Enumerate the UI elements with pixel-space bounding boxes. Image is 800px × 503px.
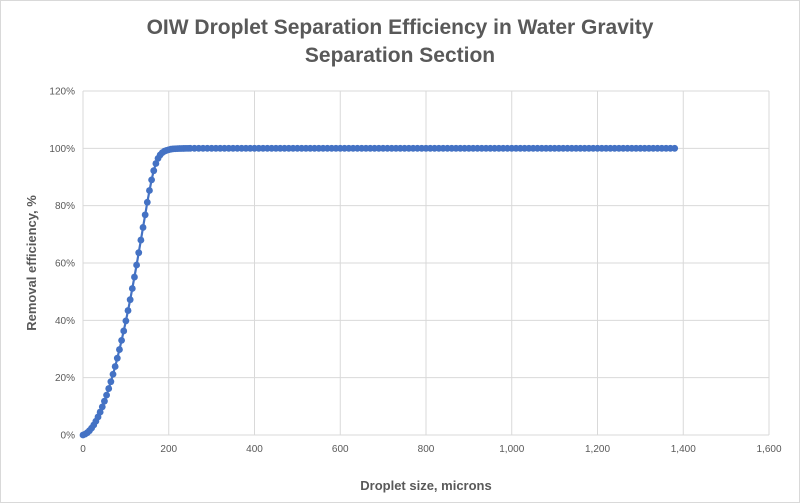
- data-point: [146, 187, 153, 194]
- y-tick-label: 0%: [61, 431, 76, 442]
- data-point: [141, 211, 149, 219]
- tick-labels: 0% 20% 40% 60% 80% 100% 120% 0 200 400 600 800 1,000…: [49, 87, 782, 456]
- x-tick-label: 1,600: [756, 444, 781, 455]
- data-point: [116, 346, 123, 353]
- data-point: [152, 160, 160, 167]
- data-point: [126, 296, 134, 304]
- data-point: [143, 198, 151, 206]
- chart-title-line-1: OIW Droplet Separation Efficiency in Wat…: [146, 16, 654, 39]
- data-point: [103, 391, 110, 399]
- data-point: [133, 261, 140, 269]
- x-tick-label: 1,200: [585, 444, 610, 455]
- x-tick-label: 1,400: [671, 444, 696, 455]
- y-tick-label: 20%: [55, 373, 75, 384]
- y-tick-label: 40%: [55, 316, 75, 327]
- x-tick-label: 800: [418, 444, 435, 455]
- y-tick-label: 100%: [49, 144, 75, 155]
- data-point: [111, 363, 119, 370]
- data-point: [101, 397, 108, 405]
- x-tick-label: 600: [332, 444, 349, 455]
- data-point: [148, 176, 156, 184]
- data-point: [131, 273, 138, 281]
- data-point: [124, 307, 132, 314]
- x-tick-label: 0: [80, 444, 86, 455]
- data-point: [107, 378, 115, 386]
- gridlines: [82, 90, 770, 436]
- series-line: [82, 147, 675, 437]
- data-point: [135, 249, 143, 257]
- y-tick-label: 60%: [55, 259, 75, 270]
- data-series: [79, 144, 679, 439]
- data-point: [137, 236, 145, 244]
- data-point: [105, 385, 113, 392]
- data-point: [120, 327, 128, 335]
- data-point: [128, 285, 136, 292]
- data-point: [113, 354, 121, 362]
- data-point: [118, 337, 125, 344]
- data-point: [98, 403, 106, 411]
- y-axis-label: Removal efficiency, %: [24, 195, 39, 331]
- data-point: [671, 144, 679, 152]
- x-axis-label: Droplet size, microns: [360, 478, 491, 493]
- chart-title-line-2: Separation Section: [304, 44, 496, 67]
- y-tick-label: 120%: [49, 87, 75, 98]
- data-point: [150, 167, 158, 175]
- chart-title: OIW Droplet Separation Efficiency in Wat…: [0, 14, 800, 70]
- data-point: [109, 370, 117, 378]
- y-tick-label: 80%: [55, 201, 75, 212]
- x-tick-label: 1,000: [499, 444, 524, 455]
- data-point: [122, 317, 130, 325]
- x-tick-label: 400: [246, 444, 263, 455]
- data-point: [96, 408, 104, 416]
- data-point: [139, 224, 147, 231]
- x-tick-label: 200: [160, 444, 177, 455]
